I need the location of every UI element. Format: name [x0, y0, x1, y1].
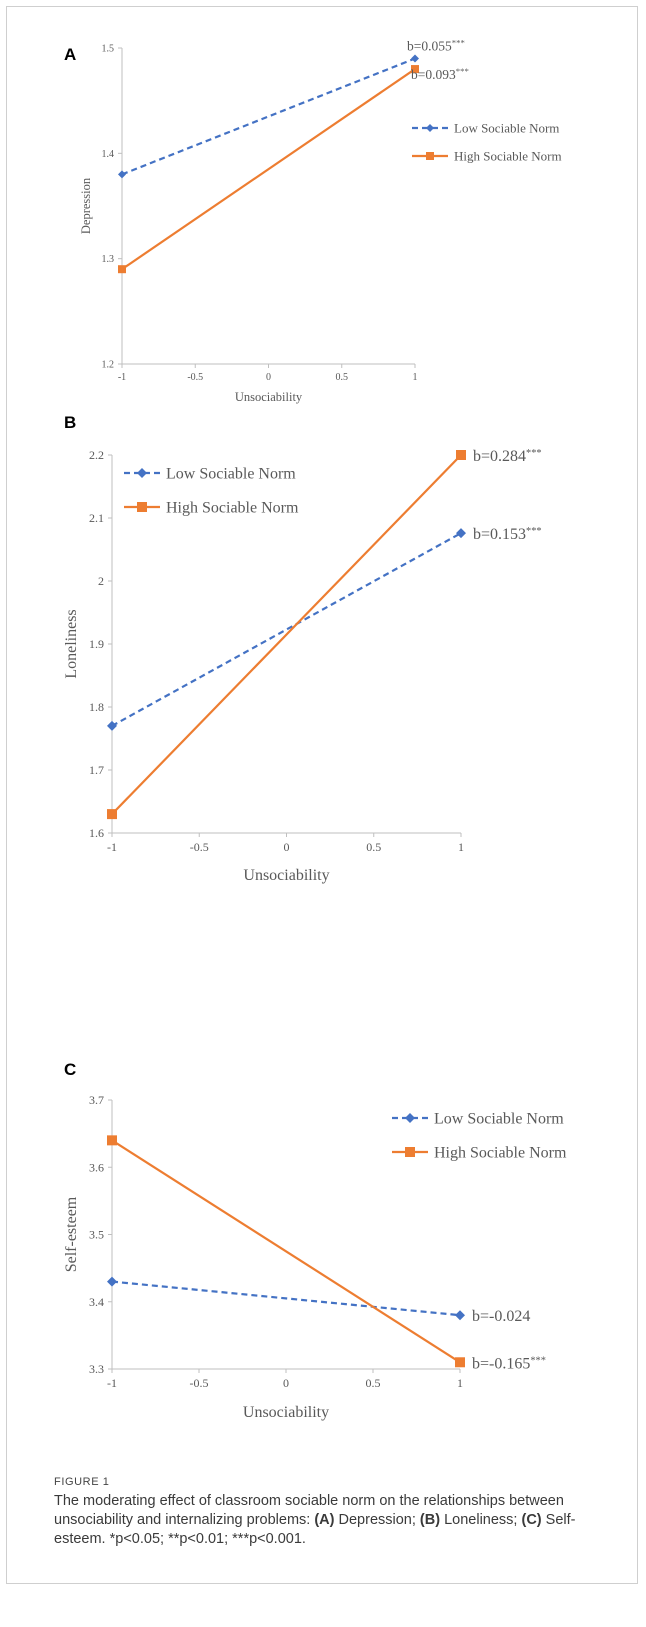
panel-a-series-high-line: [121, 68, 416, 271]
caption-item-b: Loneliness;: [440, 1512, 522, 1528]
panel-c-series-low-point: [455, 1310, 465, 1321]
panel-b-legend-low-marker: [137, 468, 147, 478]
figure-caption: FIGURE 1 The moderating effect of classr…: [54, 1476, 614, 1549]
panel-b-x-tick-label: -0.5: [190, 840, 209, 854]
caption-tag-a: (A): [314, 1512, 335, 1528]
panel-a-series-low-point: [411, 54, 419, 63]
panel-c-series-high-annotation: b=-0.165***: [472, 1355, 546, 1373]
panel-b-x-tick-label: 1: [458, 840, 464, 854]
panel-c-series-low-line: [111, 1280, 461, 1317]
panel-a-x-tick-label: 1: [413, 372, 418, 383]
panel-b-legend-high-marker: [137, 502, 147, 512]
panel-a-legend-low-label: Low Sociable Norm: [454, 121, 559, 136]
panel-c-y-tick-label: 3.4: [89, 1295, 104, 1309]
caption-tag-c: (C): [521, 1512, 542, 1528]
panel-c-series-low-annotation: b=-0.024: [472, 1308, 530, 1325]
caption-tag-b: (B): [419, 1512, 441, 1528]
panel-a-y-tick-label: 1.4: [102, 149, 115, 160]
panel-c-y-tick-label: 3.6: [89, 1160, 104, 1174]
panel-c-series-low-point: [107, 1276, 117, 1287]
panel-b-y-axis-label: Loneliness: [63, 609, 80, 678]
panel-a-y-axis-label: Depression: [79, 177, 93, 234]
panel-a-series-high-annotation: b=0.093***: [411, 66, 469, 82]
panel-a-legend-low-marker: [426, 124, 434, 132]
panel-b-series-low-point: [456, 528, 466, 539]
panel-c-series-high-point: [107, 1135, 117, 1146]
panel-b-annotation-significance: ***: [526, 526, 542, 537]
panel-a-series-low-annotation: b=0.055***: [407, 38, 465, 54]
panel-c-legend-low-marker: [405, 1113, 415, 1123]
panel-a-x-axis-label: Unsociability: [235, 390, 303, 404]
caption-intro: The moderating effect of classroom socia…: [54, 1493, 564, 1528]
panel-b-x-axis-label: Unsociability: [243, 867, 329, 884]
panel-c-series-high-line: [111, 1139, 461, 1364]
panel-a-legend-high-marker: [426, 152, 434, 160]
panel-a-y-tick-label: 1.3: [102, 254, 115, 265]
panel-c-annotation-significance: ***: [530, 1355, 546, 1366]
panel-b-x-tick-label: -1: [107, 840, 117, 854]
panel-c-x-tick-label: 1: [457, 1376, 463, 1390]
panel-a-x-tick-label: 0: [266, 372, 271, 383]
caption-item-c: Self-esteem.: [54, 1512, 576, 1547]
panel-a-x-tick-label: -0.5: [187, 372, 203, 383]
panel-a-y-tick-label: 1.2: [102, 360, 115, 371]
figure-frame: [6, 6, 638, 1584]
panel-b-y-tick-label: 1.7: [89, 763, 104, 777]
panel-b-y-tick-label: 2: [98, 574, 104, 588]
panel-b-y-tick-label: 1.8: [89, 700, 104, 714]
panel-c-x-tick-label: -1: [107, 1376, 117, 1390]
panel-a-annotation-significance: ***: [456, 66, 469, 76]
panel-c-x-tick-label: 0.5: [366, 1376, 381, 1390]
panel-b-legend-high-label: High Sociable Norm: [166, 500, 299, 517]
panel-c-letter: C: [64, 1060, 76, 1079]
panel-c-series-high-point: [455, 1357, 465, 1368]
panel-b-y-tick-label: 2.2: [89, 448, 104, 462]
panel-b-y-tick-label: 2.1: [89, 511, 104, 525]
panel-a-annotation-significance: ***: [452, 38, 465, 48]
panel-b-annotation-significance: ***: [526, 448, 542, 459]
panel-b-series-low-point: [107, 720, 117, 731]
panel-b-x-tick-label: 0: [284, 840, 290, 854]
panel-b-legend-low-label: Low Sociable Norm: [166, 466, 296, 483]
panel-b-series-high-point: [107, 809, 117, 820]
panel-a-y-tick-label: 1.5: [102, 44, 115, 55]
panel-c-legend-low-label: Low Sociable Norm: [434, 1111, 564, 1128]
panel-c-y-tick-label: 3.3: [89, 1362, 104, 1376]
figure-label: FIGURE 1: [54, 1476, 110, 1488]
caption-significance: *p<0.05; **p<0.01; ***p<0.001.: [109, 1531, 306, 1547]
panel-c-x-tick-label: -0.5: [190, 1376, 209, 1390]
caption-text: The moderating effect of classroom socia…: [54, 1492, 614, 1549]
panel-a-x-tick-label: 0.5: [336, 372, 349, 383]
panel-b-x-tick-label: 0.5: [366, 840, 381, 854]
panel-b-y-tick-label: 1.6: [89, 826, 104, 840]
panel-b-letter: B: [64, 413, 76, 432]
panel-a-letter: A: [64, 45, 76, 64]
panel-a-x-tick-label: -1: [118, 372, 126, 383]
panel-c-x-tick-label: 0: [283, 1376, 289, 1390]
panel-c-y-tick-label: 3.5: [89, 1228, 104, 1242]
panel-c-legend-high-marker: [405, 1147, 415, 1157]
panel-b-series-high-annotation: b=0.284***: [473, 448, 542, 466]
panel-b-series-low-line: [111, 532, 462, 727]
panel-c-x-axis-label: Unsociability: [243, 1404, 329, 1421]
panel-c-y-axis-label: Self-esteem: [63, 1196, 80, 1272]
figure-charts: A 1.2 1.3 1.4 1.5 -1 -0.5 0 0.5 1 Unsociability Dep…: [63, 38, 567, 1421]
panel-b-y-tick-label: 1.9: [89, 637, 104, 651]
panel-a-series-high-point: [411, 65, 419, 74]
panel-b-series-low-annotation: b=0.153***: [473, 526, 542, 544]
panel-a-series-low-line: [121, 57, 416, 176]
panel-c-legend-high-label: High Sociable Norm: [434, 1145, 567, 1162]
panel-a-series-high-point: [118, 265, 126, 274]
panel-a-legend-high-label: High Sociable Norm: [454, 149, 562, 164]
panel-c-y-tick-label: 3.7: [89, 1093, 104, 1107]
caption-item-a: Depression;: [334, 1512, 420, 1528]
panel-b-series-high-line: [111, 454, 462, 815]
panel-a-series-low-point: [118, 170, 126, 179]
panel-b-series-high-point: [456, 450, 466, 460]
